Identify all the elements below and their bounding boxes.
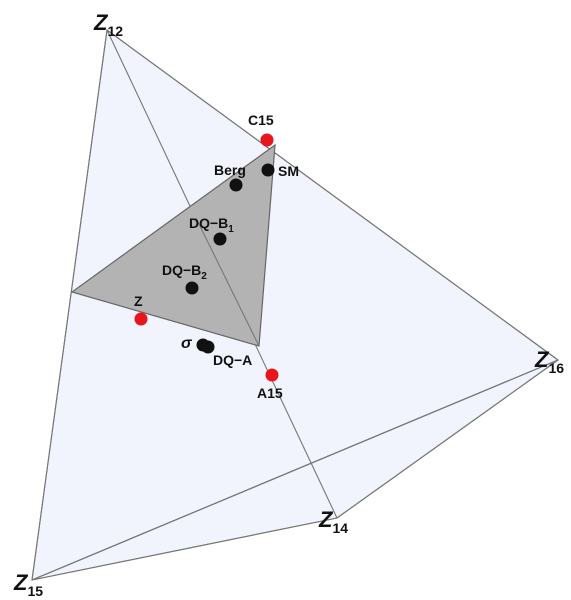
label-z15-sub: 15 — [27, 583, 43, 599]
label-sigma: σ — [181, 335, 193, 352]
label-sm: SM — [278, 163, 299, 179]
label-z: Z — [134, 293, 143, 309]
label-a15: A15 — [257, 385, 283, 401]
inner-triangle — [70, 143, 276, 347]
label-dqb1-sub: 1 — [228, 224, 234, 235]
label-z15-main: Z — [13, 570, 29, 595]
label-z16-main: Z — [534, 347, 550, 372]
label-z12-main: Z — [93, 10, 109, 35]
label-z16: Z16 — [534, 347, 564, 376]
point-dqb2 — [185, 281, 199, 295]
point-c15 — [260, 133, 274, 147]
point-berg — [229, 178, 243, 192]
label-dqb1: DQ−B1 — [189, 215, 234, 235]
label-c15: C15 — [248, 112, 274, 128]
edge-z14-z16 — [336, 359, 559, 519]
edge-z15-z16 — [31, 359, 559, 581]
label-z15: Z15 — [13, 570, 43, 599]
edge-z15-z14 — [31, 517, 338, 581]
edge-z12-z16 — [106, 29, 559, 361]
label-dqb2-main: DQ−B — [162, 262, 201, 278]
point-sm — [261, 163, 275, 177]
label-dqa: DQ−A — [213, 352, 252, 368]
label-z14-sub: 14 — [332, 520, 348, 536]
label-dqb1-main: DQ−B — [189, 215, 228, 231]
point-dqb1 — [213, 232, 227, 246]
label-dqb2-sub: 2 — [201, 271, 207, 282]
label-berg: Berg — [214, 162, 246, 178]
point-a15 — [265, 368, 279, 382]
label-z12-sub: 12 — [107, 23, 123, 39]
label-z14: Z14 — [318, 507, 348, 536]
label-z16-sub: 16 — [548, 360, 564, 376]
edge-z12-z14-over-inner — [195, 217, 260, 347]
label-dqb2: DQ−B2 — [162, 262, 207, 282]
point-z — [134, 312, 148, 326]
point-dqa — [201, 340, 215, 354]
label-z14-main: Z — [318, 507, 334, 532]
label-z12: Z12 — [93, 10, 123, 39]
edge-z12-z15 — [31, 29, 108, 581]
